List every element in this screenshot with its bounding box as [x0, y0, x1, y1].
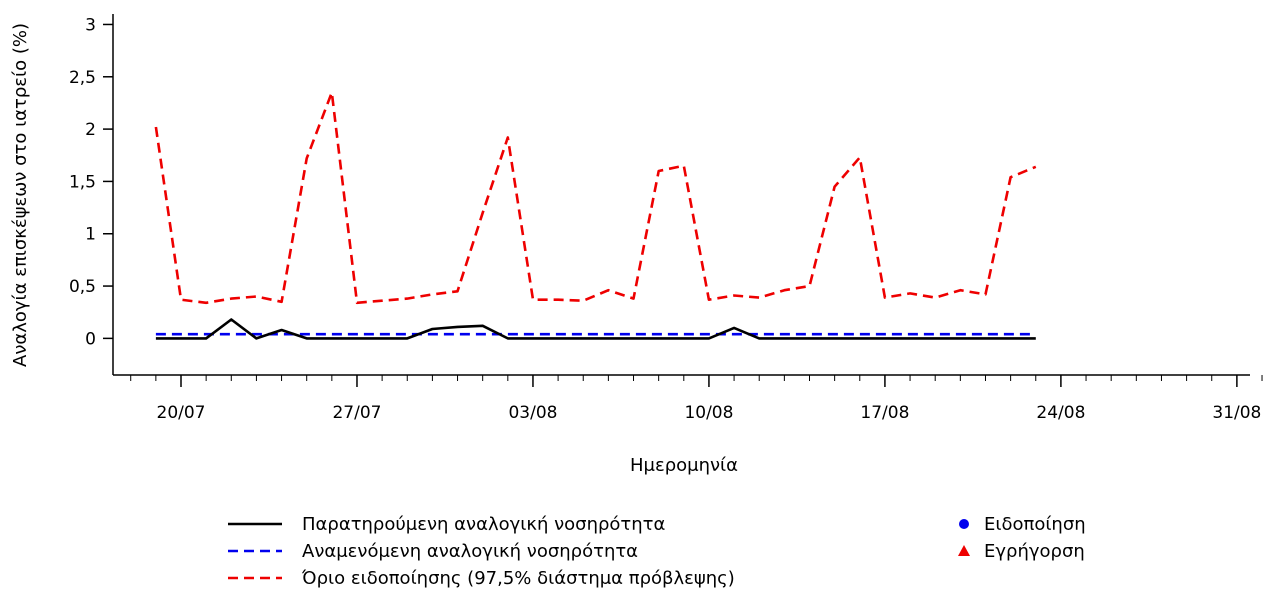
x-tick-label: 24/08	[1036, 403, 1085, 423]
y-tick-label: 2	[85, 120, 96, 140]
legend: Παρατηρούμενη αναλογική νοσηρότητα Αναμε…	[228, 514, 1086, 589]
series-line-0	[155, 318, 1036, 340]
y-ticks: 0 0,5 1 1,5 2 2,5 3	[69, 15, 113, 349]
legend-label-warning: Εγρήγορση	[984, 541, 1085, 562]
series-line-2	[154, 91, 1037, 305]
x-tick-label: 10/08	[684, 403, 733, 423]
x-tick-label: 27/07	[332, 403, 381, 423]
legend-label-observed: Παρατηρούμενη αναλογική νοσηρότητα	[302, 514, 665, 535]
legend-marker-warning	[958, 545, 970, 556]
x-tick-label: 03/08	[508, 403, 557, 423]
x-tick-label: 17/08	[860, 403, 909, 423]
legend-label-threshold: Όριο ειδοποίησης (97,5% διάστημα πρόβλεψ…	[301, 568, 735, 589]
y-tick-label: 0	[85, 329, 96, 349]
x-tick-label: 20/07	[157, 403, 206, 423]
series-lines	[154, 91, 1037, 340]
y-tick-label: 1	[85, 225, 96, 245]
y-tick-label: 1,5	[69, 172, 96, 192]
x-tick-label: 31/08	[1212, 403, 1261, 423]
legend-marker-alert	[959, 519, 969, 529]
x-axis-title: Ημερομηνία	[630, 455, 738, 476]
y-tick-label: 0,5	[69, 277, 96, 297]
x-ticks: 20/07 27/07 03/08 10/08 17/08 24/08 31/08	[130, 375, 1263, 423]
axes	[112, 14, 1250, 376]
legend-label-expected: Αναμενόμενη αναλογική νοσηρότητα	[302, 541, 638, 562]
legend-label-alert: Ειδοποίηση	[984, 514, 1086, 535]
y-axis-title: Αναλογία επισκέψεων στο ιατρείο (%)	[10, 23, 31, 367]
y-tick-label: 3	[85, 15, 96, 35]
y-tick-label: 2,5	[69, 68, 96, 88]
